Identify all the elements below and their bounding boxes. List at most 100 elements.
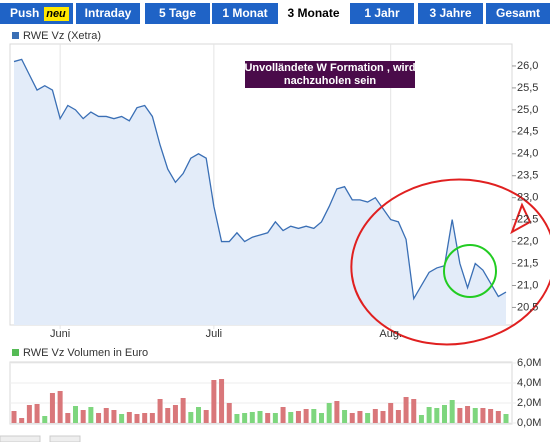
annotation-box bbox=[245, 61, 415, 88]
volume-bar bbox=[503, 414, 509, 423]
y-tick-label: 24,0 bbox=[517, 148, 538, 160]
tab-label[interactable]: Intraday bbox=[85, 6, 132, 20]
volume-bar bbox=[188, 412, 194, 423]
volume-bar bbox=[418, 415, 424, 423]
volume-bar bbox=[242, 413, 248, 423]
y-tick-label: 26,0 bbox=[517, 60, 538, 72]
volume-bar bbox=[172, 405, 178, 423]
tab[interactable] bbox=[350, 3, 414, 24]
volume-bar bbox=[126, 412, 132, 423]
y-tick-label: 25,0 bbox=[517, 104, 538, 116]
volume-bar bbox=[457, 408, 463, 423]
volume-bar bbox=[165, 408, 171, 423]
volume-bar bbox=[395, 410, 401, 423]
x-tick-label: Aug. bbox=[379, 328, 402, 340]
volume-bar bbox=[434, 408, 440, 423]
tab-label[interactable]: 1 Jahr bbox=[364, 6, 400, 20]
y-tick-label: 24,5 bbox=[517, 126, 538, 138]
volume-bar bbox=[365, 413, 371, 423]
tab[interactable] bbox=[418, 3, 483, 24]
volume-bar bbox=[342, 410, 348, 423]
volume-bar bbox=[96, 413, 102, 423]
tab[interactable] bbox=[280, 3, 347, 24]
volume-bar bbox=[280, 407, 286, 423]
volume-bar bbox=[49, 393, 55, 423]
volume-bar bbox=[65, 413, 71, 423]
x-tick-label: Juni bbox=[50, 328, 70, 340]
volume-bar bbox=[372, 409, 378, 423]
tab-label[interactable]: 3 Monate bbox=[287, 6, 339, 20]
tab[interactable] bbox=[145, 3, 210, 24]
tab-label[interactable]: Gesamt bbox=[496, 6, 540, 20]
volume-bar bbox=[295, 411, 301, 423]
tab[interactable] bbox=[212, 3, 278, 24]
y-tick-label: 22,5 bbox=[517, 214, 538, 226]
annotation: nachzuholen sein bbox=[284, 75, 377, 87]
volume-bar bbox=[234, 414, 240, 423]
volume-bar bbox=[11, 411, 17, 423]
footer-button bbox=[0, 435, 41, 442]
volume-bar bbox=[311, 409, 317, 423]
y-tick-label: 2,0M bbox=[517, 397, 541, 409]
volume-bar bbox=[42, 416, 48, 423]
volume-bar bbox=[157, 399, 163, 423]
green-circle bbox=[443, 244, 497, 298]
y-tick-label: 6,0M bbox=[517, 357, 541, 369]
red-circle bbox=[350, 178, 550, 346]
volume-bar bbox=[472, 408, 478, 423]
volume-bar bbox=[119, 414, 125, 423]
volume-bar bbox=[357, 411, 363, 423]
badge-label: neu bbox=[46, 8, 66, 20]
tab-label[interactable]: Push bbox=[10, 6, 39, 20]
badge bbox=[44, 7, 69, 21]
volume-bar bbox=[334, 401, 340, 423]
marks bbox=[10, 44, 516, 424]
y-tick-label: 25,5 bbox=[517, 82, 538, 94]
volume-bar bbox=[349, 413, 355, 423]
tab[interactable] bbox=[486, 3, 550, 24]
tab-label[interactable]: 1 Monat bbox=[222, 6, 267, 20]
price-line bbox=[13, 58, 507, 301]
volume-bar bbox=[488, 409, 494, 423]
annotation: Unvolländete W Formation , wird bbox=[244, 62, 415, 74]
volume-bar bbox=[442, 405, 447, 423]
y-tick-label: 21,5 bbox=[517, 257, 538, 269]
volume-bar bbox=[211, 380, 217, 423]
y-tick-label: 22,0 bbox=[517, 235, 538, 247]
volume-bar bbox=[88, 407, 94, 423]
volume-bar bbox=[134, 414, 140, 423]
volume-bar bbox=[203, 410, 209, 423]
volume-bar bbox=[288, 412, 294, 423]
tab-label[interactable]: 5 Tage bbox=[159, 6, 196, 20]
y-tick-label: 23,5 bbox=[517, 170, 538, 182]
legend-label: RWE Vz (Xetra) bbox=[23, 30, 101, 42]
y-tick-label: 23,0 bbox=[517, 192, 538, 204]
volume-bar bbox=[265, 413, 271, 423]
red-arrow bbox=[510, 202, 532, 235]
volume-bar bbox=[149, 413, 155, 423]
volume-bar bbox=[196, 407, 201, 423]
volume-bar bbox=[142, 413, 148, 423]
volume-bar bbox=[57, 391, 63, 423]
volume-bar bbox=[103, 408, 109, 423]
x-tick-label: Juli bbox=[206, 328, 223, 340]
tab-label[interactable]: 3 Jahre bbox=[429, 6, 471, 20]
volume-bar bbox=[272, 413, 278, 423]
volume-bar bbox=[219, 379, 225, 423]
volume-bar bbox=[180, 398, 186, 423]
y-tick-label: 0,0M bbox=[517, 417, 541, 429]
legend-swatch bbox=[12, 32, 19, 39]
volume-bar bbox=[26, 405, 32, 423]
volume-bar bbox=[319, 413, 324, 423]
area bbox=[14, 59, 506, 325]
volume-bar bbox=[226, 403, 232, 423]
tab[interactable] bbox=[76, 3, 140, 24]
volume-bar bbox=[380, 411, 386, 423]
legend-label: RWE Vz Volumen in Euro bbox=[23, 347, 148, 359]
footer-button bbox=[49, 435, 81, 442]
volume-bar bbox=[19, 418, 25, 423]
volume-bar bbox=[326, 403, 332, 423]
volume-bar bbox=[388, 403, 394, 423]
